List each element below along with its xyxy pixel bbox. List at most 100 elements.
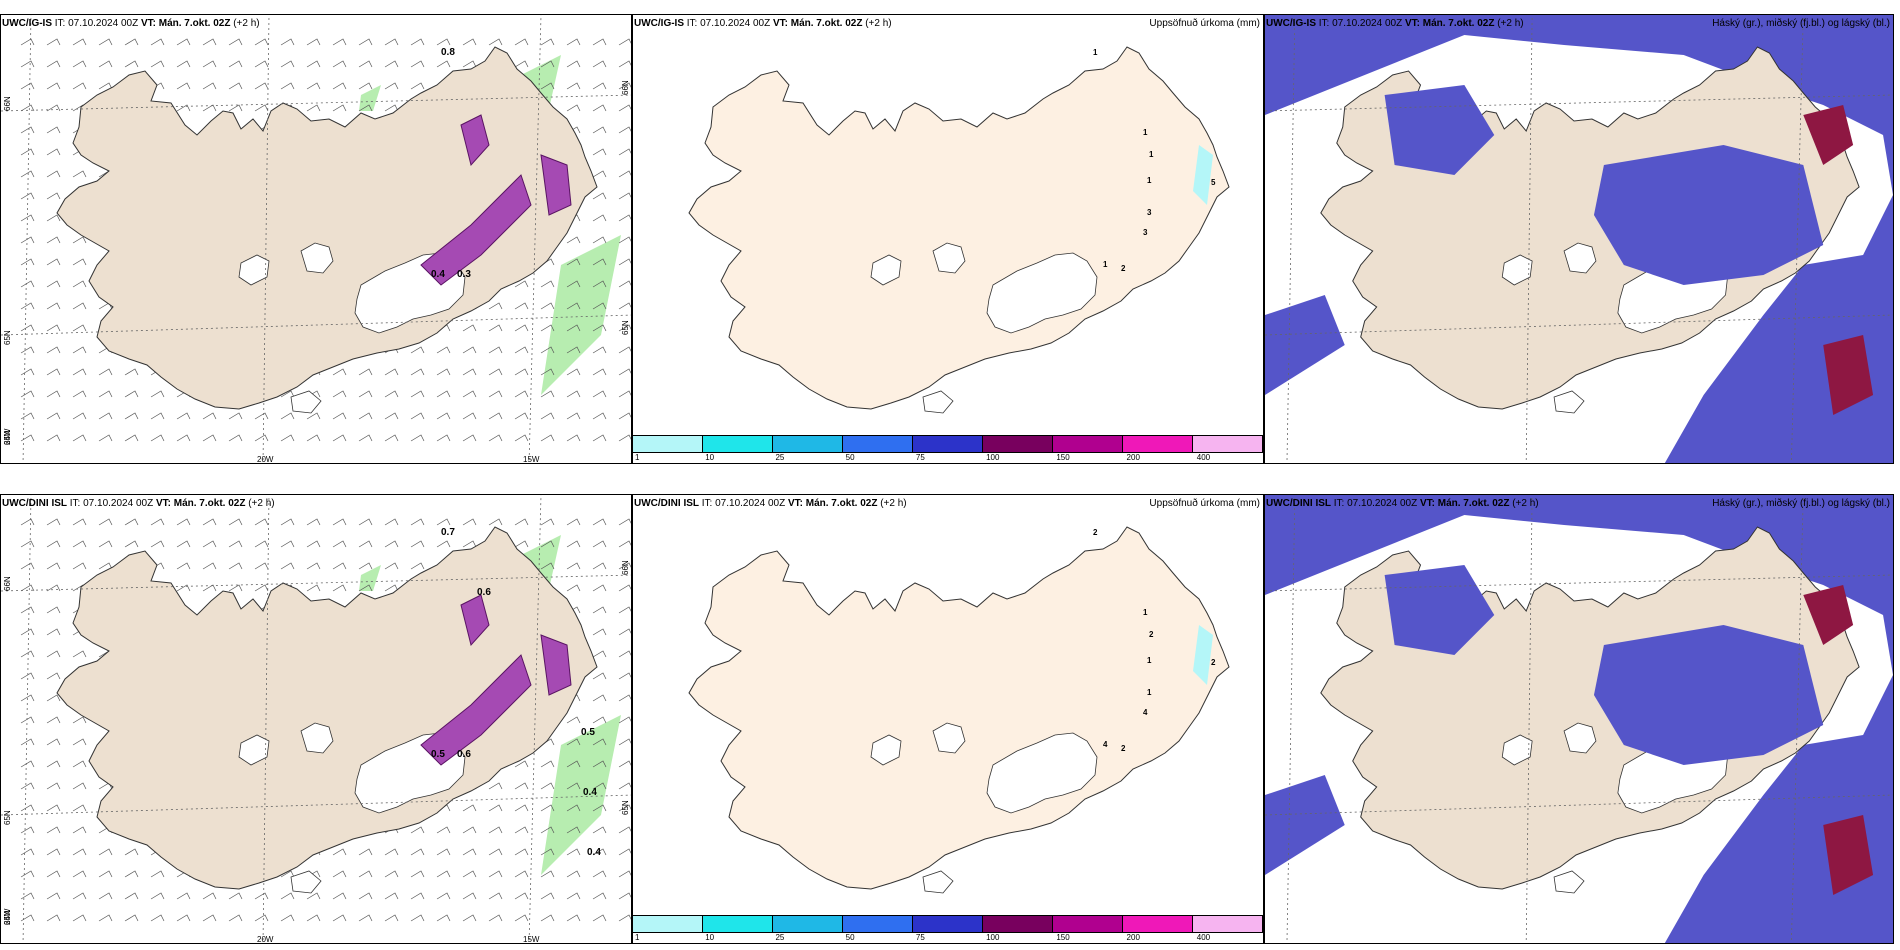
colorbar-segment bbox=[633, 916, 703, 932]
precip-value-label: 1 bbox=[1147, 656, 1152, 665]
high-cloud-area bbox=[1823, 335, 1874, 415]
precip-value-label: 1 bbox=[1147, 688, 1152, 697]
glacier-area bbox=[922, 870, 954, 894]
colorbar-tick-label: 400 bbox=[1196, 933, 1211, 942]
glacier-area bbox=[1563, 722, 1597, 754]
latitude-label: 65N bbox=[3, 330, 12, 345]
precip-shading bbox=[1193, 625, 1213, 685]
colorbar-tick-label: 200 bbox=[1126, 453, 1140, 462]
vt-label: VT: bbox=[772, 18, 788, 29]
colorbar-segment bbox=[1123, 916, 1193, 932]
high-cloud-area bbox=[1803, 585, 1854, 645]
precip-value-label: 4 bbox=[1143, 708, 1148, 717]
glacier-area bbox=[1553, 870, 1585, 894]
mid-cloud-layer bbox=[1265, 495, 1893, 943]
longitude-label: 20W bbox=[257, 935, 274, 944]
valid-time: Mán. 7.okt. 02Z bbox=[805, 498, 878, 509]
graticule bbox=[1, 15, 631, 463]
it-label: IT: bbox=[1333, 498, 1345, 509]
contour-value-label: 0.4 bbox=[587, 847, 601, 858]
lead-time: (+2 h) bbox=[865, 18, 892, 29]
mid-cloud-over-land bbox=[1593, 625, 1824, 765]
panel-title: UWC/DINI ISL IT: 07.10.2024 00Z VT: Mán.… bbox=[634, 498, 907, 509]
graticule bbox=[1, 495, 631, 943]
colorbar-segment bbox=[1053, 436, 1123, 452]
precip-value-label: 2 bbox=[1211, 658, 1216, 667]
colorbar-tick-label: 100 bbox=[986, 933, 1000, 942]
precip-intensity-areas bbox=[420, 114, 572, 286]
it-label: IT: bbox=[1318, 18, 1330, 29]
map-canvas: 0.7 0.5 0.6 0.6 0.5 0.4 0.4 bbox=[1, 495, 631, 943]
init-time: 07.10.2024 00Z bbox=[68, 18, 139, 29]
glacier-area bbox=[986, 732, 1098, 814]
longitude-label: 20W bbox=[257, 455, 274, 464]
it-label: IT: bbox=[701, 498, 713, 509]
valid-time: Mán. 7.okt. 02Z bbox=[1422, 18, 1495, 29]
precip-value-label: 1 bbox=[1143, 128, 1148, 137]
model-name: UWC/IG-IS bbox=[634, 18, 684, 29]
map-canvas bbox=[1265, 495, 1893, 943]
map-canvas: 2121121442 bbox=[688, 526, 1230, 894]
colorbar-segment bbox=[843, 436, 913, 452]
lead-time: (+2 h) bbox=[880, 498, 907, 509]
glacier-area bbox=[238, 254, 270, 286]
glacier-area bbox=[238, 734, 270, 766]
contour-value-label: 0.4 bbox=[431, 269, 445, 280]
colorbar-segment bbox=[633, 436, 703, 452]
longitude-label: 15W bbox=[523, 455, 540, 464]
lead-time: (+2 h) bbox=[248, 498, 275, 509]
lead-time: (+2 h) bbox=[1512, 498, 1539, 509]
valid-time: Mán. 7.okt. 02Z bbox=[790, 18, 863, 29]
iceland-coastline bbox=[56, 526, 598, 890]
longitude-label: 25W bbox=[3, 908, 12, 925]
mid-cloud-over-land bbox=[1593, 145, 1824, 285]
colorbar-segment bbox=[773, 436, 843, 452]
precip-value-label: 2 bbox=[1093, 528, 1098, 537]
panel-title: UWC/DINI ISL IT: 07.10.2024 00Z VT: Mán.… bbox=[1266, 498, 1539, 509]
glacier-area bbox=[932, 242, 966, 274]
longitude-label: 25W bbox=[3, 428, 12, 445]
precip-value-label: 2 bbox=[1149, 630, 1154, 639]
graticule bbox=[1265, 15, 1893, 463]
vt-label: VT: bbox=[1419, 498, 1435, 509]
glacier-area bbox=[1501, 734, 1533, 766]
mid-cloud-northwest bbox=[1384, 565, 1495, 655]
contour-value-label: 0.3 bbox=[457, 269, 471, 280]
latitude-label: 65N bbox=[621, 320, 630, 335]
colorbar-ticks: 1 10 25 50 75 100 150 200 400 bbox=[633, 453, 1263, 463]
map-panel-tr: UWC/IG-IS IT: 07.10.2024 00Z VT: Mán. 7.… bbox=[1264, 14, 1894, 464]
colorbar-tick-label: 75 bbox=[915, 453, 925, 462]
glacier-area bbox=[1563, 242, 1597, 274]
latitude-label: 65N bbox=[621, 800, 630, 815]
model-name: UWC/IG-IS bbox=[1266, 18, 1316, 29]
field-title: Háský (gr.), miðský (fj.bl.) og lágský (… bbox=[1712, 498, 1890, 509]
glacier-area bbox=[932, 722, 966, 754]
precip-colorbar bbox=[633, 435, 1263, 453]
colorbar-segment bbox=[703, 436, 773, 452]
precip-colorbar bbox=[633, 915, 1263, 933]
map-panel-bm: UWC/DINI ISL IT: 07.10.2024 00Z VT: Mán.… bbox=[632, 494, 1264, 944]
precip-value-label: 1 bbox=[1149, 150, 1154, 159]
precip-value-label: 1 bbox=[1147, 176, 1152, 185]
colorbar-tick-label: 50 bbox=[845, 933, 855, 942]
colorbar-segment bbox=[913, 436, 983, 452]
model-name: UWC/DINI ISL bbox=[1266, 498, 1331, 509]
valid-time: Mán. 7.okt. 02Z bbox=[1437, 498, 1510, 509]
init-time: 07.10.2024 00Z bbox=[83, 498, 154, 509]
vt-label: VT: bbox=[140, 18, 156, 29]
colorbar-tick-label: 1 bbox=[635, 453, 640, 462]
contour-value-label: 0.5 bbox=[581, 727, 595, 738]
precip-value-label: 1 bbox=[1093, 48, 1098, 57]
contour-value-label: 0.7 bbox=[441, 527, 455, 538]
glacier-area bbox=[1553, 390, 1585, 414]
precip-value-label: 3 bbox=[1143, 228, 1148, 237]
high-cloud-area bbox=[1803, 105, 1854, 165]
colorbar-tick-label: 1 bbox=[635, 933, 640, 942]
contour-value-label: 0.4 bbox=[583, 787, 597, 798]
mid-cloud-northwest bbox=[1384, 85, 1495, 175]
glacier-area bbox=[986, 252, 1098, 334]
init-time: 07.10.2024 00Z bbox=[1332, 18, 1403, 29]
colorbar-tick-label: 100 bbox=[986, 453, 1000, 462]
latitude-label: 65N bbox=[3, 810, 12, 825]
colorbar-segment bbox=[1193, 436, 1263, 452]
